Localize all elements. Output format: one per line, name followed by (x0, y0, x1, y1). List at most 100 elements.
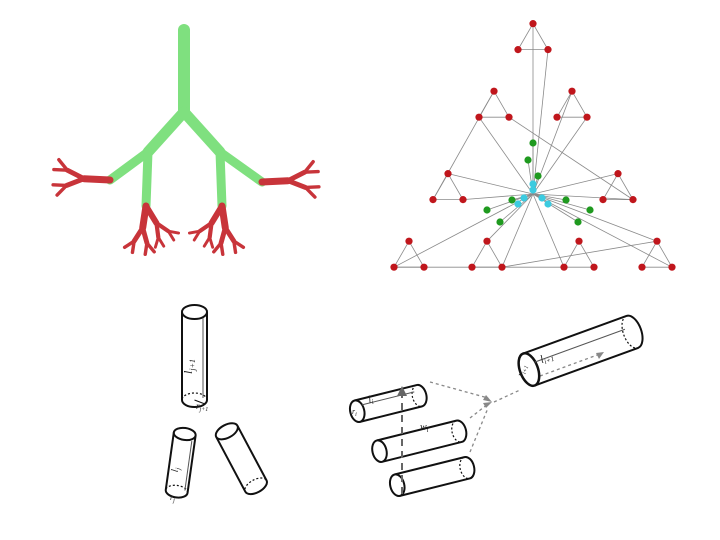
network-node (498, 263, 506, 271)
network-node (629, 196, 637, 204)
network-edge (393, 240, 410, 268)
network-node (553, 113, 561, 121)
network-node (574, 218, 582, 226)
network-node (614, 170, 622, 178)
network-node (390, 263, 398, 271)
network-node (420, 263, 428, 271)
tree-branch-red (202, 235, 212, 248)
input-length-label: li (367, 394, 375, 407)
tree-branch (215, 147, 267, 187)
child-cylinder-left (164, 426, 197, 499)
tree-branch-red (153, 235, 160, 249)
network-node (405, 237, 413, 245)
network-edge (517, 23, 534, 50)
network-edge (486, 193, 534, 242)
tree-branch (215, 147, 227, 211)
network-node (529, 180, 537, 188)
child-cylinder-right (214, 422, 268, 496)
network-node (575, 237, 583, 245)
tree-branch (105, 147, 153, 185)
tree-branch-red (303, 185, 317, 199)
tree-branch-red (218, 202, 229, 232)
network-edge (571, 90, 588, 118)
parent-cylinder (181, 304, 208, 408)
tree-branch-red (131, 225, 146, 244)
weight-label: wi (420, 422, 429, 434)
tree-branch (142, 106, 190, 158)
network-edge (486, 240, 503, 268)
network-edge (462, 193, 534, 201)
tree-branch-red (166, 229, 176, 242)
output-radius-label: ri+1 (515, 363, 530, 379)
network-edge (641, 240, 658, 268)
network-edge (408, 240, 425, 268)
network-edge (556, 90, 573, 118)
network-node (459, 196, 467, 204)
tree-branch-red (64, 167, 87, 182)
network-edge (393, 193, 534, 268)
output-length-label: li+1 (539, 350, 556, 367)
child-length-label: lj (170, 467, 183, 473)
network-graph-diagram (390, 20, 676, 271)
tree-branch-red (218, 225, 228, 246)
network-node (529, 20, 537, 28)
network-edge (532, 193, 634, 201)
network-node (483, 237, 491, 245)
network-node (475, 113, 483, 121)
input-cylinder-3 (388, 456, 476, 498)
tree-branch (178, 106, 226, 158)
parent-radius-label: rj+1 (196, 401, 208, 413)
network-node (544, 200, 552, 208)
tree-branch-red (143, 241, 149, 257)
network-node (429, 196, 437, 204)
tree-branch-red (57, 158, 70, 172)
input-radius-label: ri (352, 407, 357, 418)
output-cylinder (517, 314, 644, 388)
network-node (538, 194, 546, 202)
network-node (638, 263, 646, 271)
vessel-split-diagram: lj+1 rj+1 lj rj (164, 304, 268, 504)
network-node (496, 218, 504, 226)
network-node (583, 113, 591, 121)
network-node (524, 156, 532, 164)
tree-branch-red (187, 229, 202, 235)
network-node (490, 87, 498, 95)
network-node (586, 206, 594, 214)
network-edge (532, 193, 565, 268)
child-radius-label: rj (170, 493, 175, 504)
network-edge (501, 240, 658, 268)
network-edge (532, 193, 658, 242)
input-cylinder-2 (371, 419, 468, 463)
tree-branch-red (212, 241, 223, 254)
tree-branch-red (232, 239, 238, 255)
network-edge (508, 116, 634, 200)
network-edge (656, 240, 673, 268)
network-edge (563, 240, 580, 268)
network-edge (471, 240, 488, 268)
tree-branch-red (302, 169, 320, 174)
network-node (560, 263, 568, 271)
network-node (562, 196, 570, 204)
network-node (599, 196, 607, 204)
network-edge (447, 173, 534, 195)
network-node (468, 263, 476, 271)
network-edge (532, 23, 549, 50)
tree-branch (141, 147, 153, 211)
network-edge (478, 116, 534, 195)
network-node (568, 87, 576, 95)
tree-branch-red (80, 175, 114, 184)
vessel-merge-diagram: li ri wi li+1 (348, 314, 644, 498)
input-cylinder-1 (348, 383, 428, 424)
network-edge (493, 90, 510, 118)
network-node (653, 237, 661, 245)
network-node (505, 113, 513, 121)
merge-arrows (429, 353, 601, 453)
network-node (483, 206, 491, 214)
network-edge (532, 173, 619, 195)
network-node (444, 170, 452, 178)
network-edge (532, 49, 549, 195)
tree-branch-red (285, 178, 308, 190)
network-edge (532, 116, 588, 195)
network-node (544, 46, 552, 54)
